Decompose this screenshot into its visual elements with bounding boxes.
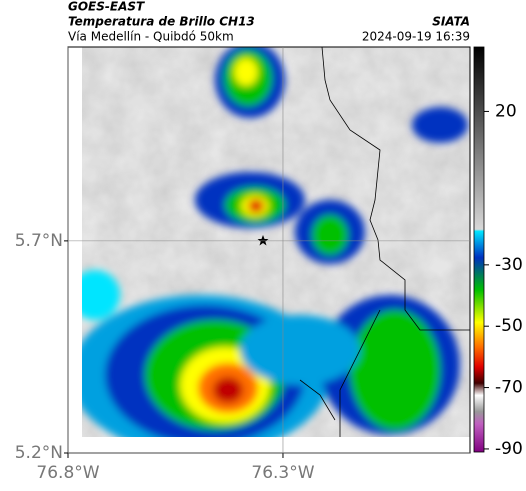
source: GOES-EAST [68, 0, 145, 14]
colorbar-tick-label: -90 [495, 439, 523, 459]
x-tick-label: 76.8°W [36, 463, 99, 483]
location-marker [257, 235, 269, 246]
y-tick-label: 5.7°N [15, 231, 63, 251]
colorbar [473, 46, 485, 453]
region: Vía Medellín - Quibdó 50km [68, 30, 234, 44]
timestamp: 2024-09-19 16:39 [362, 30, 470, 44]
agency: SIATA [432, 15, 470, 29]
border-lines [299, 47, 470, 437]
colorbar-tick-label: -50 [495, 316, 523, 336]
product: Temperatura de Brillo CH13 [68, 15, 255, 29]
x-tick-label: 76.3°W [251, 463, 314, 483]
y-tick-label: 5.2°N [15, 443, 63, 463]
colorbar-tick-label: -30 [495, 255, 523, 275]
colorbar-tick-label: 20 [495, 101, 517, 121]
colorbar-tick-label: -70 [495, 378, 523, 398]
satellite-image [82, 47, 470, 437]
